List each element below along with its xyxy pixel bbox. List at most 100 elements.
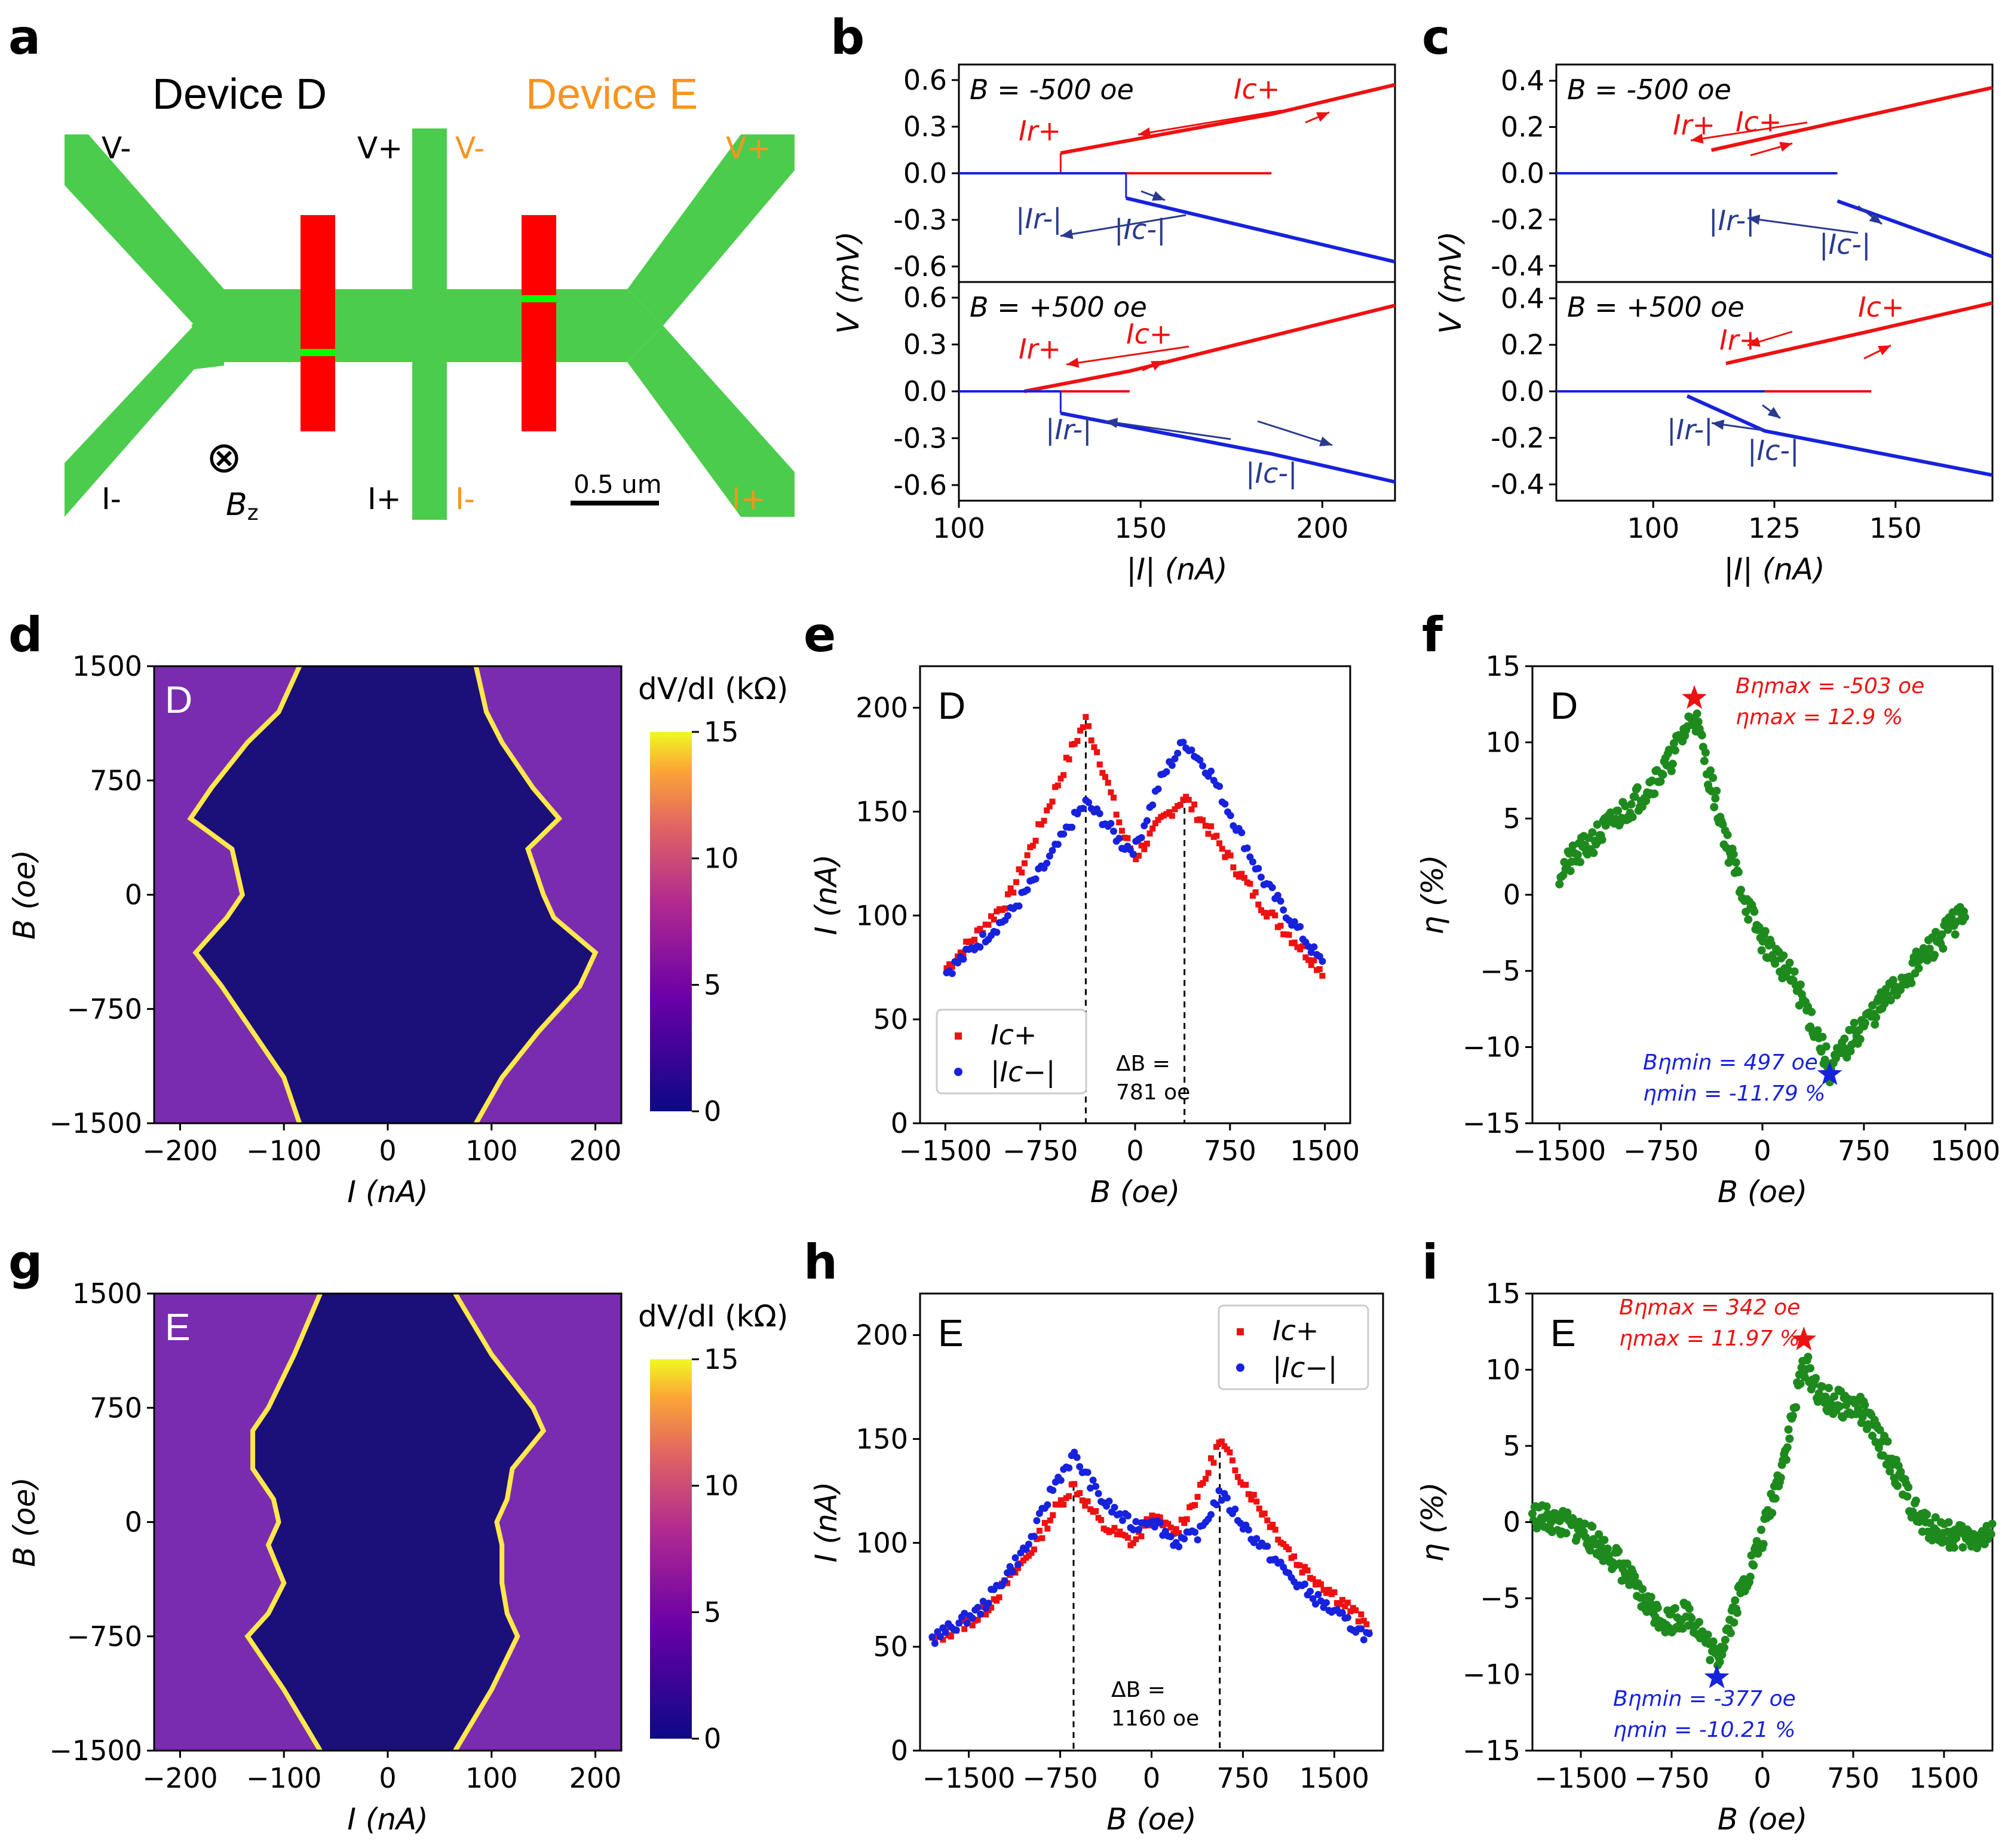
hysteresis-arrowhead	[1151, 361, 1164, 371]
panel-c-y-tick-label: 0.2	[1501, 329, 1544, 361]
panel-e-point	[1091, 744, 1097, 750]
panel-f-point	[1734, 868, 1743, 877]
panel-d-y-tick-label: 750	[90, 764, 142, 796]
panel-f-point	[1664, 745, 1673, 754]
panel-f-point	[1758, 937, 1767, 946]
panel-i-point	[1709, 1637, 1718, 1646]
panel-h-point	[1323, 1590, 1329, 1596]
panel-e-point	[1290, 918, 1298, 925]
panel-b-curve-label: Ir+	[1019, 333, 1061, 365]
hysteresis-arrowhead	[1747, 214, 1761, 225]
panel-f-y-tick-label: 5	[1503, 802, 1520, 835]
panel-b-red-curve	[1060, 82, 1396, 155]
panel-h-point	[1261, 1510, 1268, 1517]
panel-h-point	[1243, 1482, 1249, 1488]
panel-i-device-label: E	[1550, 1311, 1576, 1354]
panel-f-point	[1757, 946, 1766, 955]
label-v-plus-e: V+	[726, 131, 771, 166]
panel-h-point	[1039, 1535, 1046, 1541]
panel-e-point	[1213, 832, 1220, 839]
panel-e-point	[1083, 714, 1089, 721]
panel-i-point	[1703, 1631, 1712, 1639]
panel-h-point	[1339, 1596, 1345, 1603]
panel-i-y-tick-label: 15	[1485, 1277, 1520, 1310]
panel-h-point	[1060, 1501, 1067, 1508]
panel-c-curve-label: |Ir-|	[1667, 413, 1713, 446]
hysteresis-arrowhead	[1060, 229, 1074, 240]
panel-f-point	[1694, 717, 1703, 726]
panel-e-point	[1152, 820, 1158, 826]
panel-f-point	[1856, 1035, 1865, 1044]
panel-b-field-annotation: B = -500 oe	[970, 73, 1134, 106]
hysteresis-arrow	[1138, 109, 1282, 136]
panel-e-point	[1172, 806, 1178, 813]
panel-f-point	[1667, 767, 1676, 776]
panel-e-delta-b-value: 781 oe	[1116, 1080, 1190, 1105]
panel-i-point	[1542, 1502, 1551, 1511]
panel-e-point	[1221, 800, 1229, 808]
panel-i-point	[1695, 1617, 1704, 1626]
panel-i-point	[1806, 1364, 1815, 1373]
panel-i-point	[1563, 1508, 1572, 1517]
panel-h-legend-marker	[1236, 1363, 1244, 1372]
panel-e-point	[1249, 893, 1256, 899]
panel-e-point	[1243, 844, 1251, 852]
panel-i-point	[1768, 1509, 1777, 1518]
panel-e-legend-label: Ic+	[991, 1019, 1037, 1051]
panel-d-superconducting-region	[190, 666, 596, 1123]
panel-i-point	[1630, 1572, 1639, 1581]
panel-h-point	[1165, 1521, 1172, 1527]
panel-e-point	[1199, 762, 1207, 770]
panel-i-y-tick-label: −5	[1480, 1582, 1520, 1614]
label-v-minus-e: V-	[455, 131, 485, 166]
panel-h-point	[1084, 1498, 1091, 1504]
panel-e-point	[1252, 889, 1259, 896]
panel-h-point	[1250, 1491, 1257, 1498]
panel-h-point	[968, 1614, 976, 1622]
panel-e-point	[1272, 912, 1279, 919]
panel-e-point	[1249, 858, 1256, 866]
panel-e-point	[1196, 756, 1204, 764]
panel-h-point	[1055, 1501, 1062, 1508]
lead-i-minus-d	[65, 325, 224, 517]
panel-i-point	[1893, 1481, 1902, 1490]
panel-h-point	[1191, 1528, 1199, 1536]
panel-e-point	[1088, 737, 1094, 744]
panel-e-point	[1261, 909, 1267, 916]
panel-i-ylabel: η (%)	[1415, 1482, 1450, 1562]
panel-e-point	[1286, 931, 1292, 938]
panel-i-point	[1715, 1657, 1724, 1666]
panel-e-point	[1296, 923, 1304, 930]
panel-h-point	[1089, 1476, 1097, 1484]
panel-f-device-label: D	[1550, 684, 1578, 727]
panel-i-x-tick-label: −750	[1634, 1762, 1709, 1794]
panel-h-point	[1050, 1512, 1056, 1518]
panel-h-point	[1256, 1505, 1262, 1512]
panel-h-point	[1093, 1508, 1099, 1515]
panel-f-point	[1598, 835, 1606, 844]
panel-h-y-tick-label: 50	[873, 1631, 908, 1663]
panel-f-point	[1831, 1054, 1840, 1063]
panel-h-point	[1167, 1524, 1174, 1531]
panel-i-point	[1796, 1380, 1805, 1389]
panel-i-point	[1653, 1603, 1662, 1612]
panel-f-y-tick-label: −15	[1463, 1107, 1520, 1139]
panel-h-point	[1116, 1510, 1124, 1518]
panel-h-point	[1365, 1630, 1373, 1638]
panel-h-y-tick-label: 100	[856, 1527, 908, 1559]
panel-h-point	[1208, 1455, 1215, 1461]
panel-h-point	[1203, 1476, 1209, 1482]
panel-h-ylabel: I (nA)	[809, 1482, 844, 1563]
panel-f-x-tick-label: 1500	[1930, 1135, 2000, 1167]
panel-i-point	[1942, 1537, 1951, 1546]
panel-e-point	[1016, 866, 1022, 873]
panel-f-point	[1848, 1025, 1857, 1034]
panel-i-point	[1804, 1353, 1813, 1362]
panel-b-y-tick-label: 0.6	[903, 64, 947, 96]
lead-v-plus-e	[627, 134, 795, 326]
panel-h-point	[1213, 1501, 1220, 1509]
panel-e-point	[1280, 906, 1287, 914]
scalebar	[571, 501, 659, 505]
panel-f-point	[1588, 828, 1597, 837]
panel-e-point	[1200, 817, 1206, 823]
